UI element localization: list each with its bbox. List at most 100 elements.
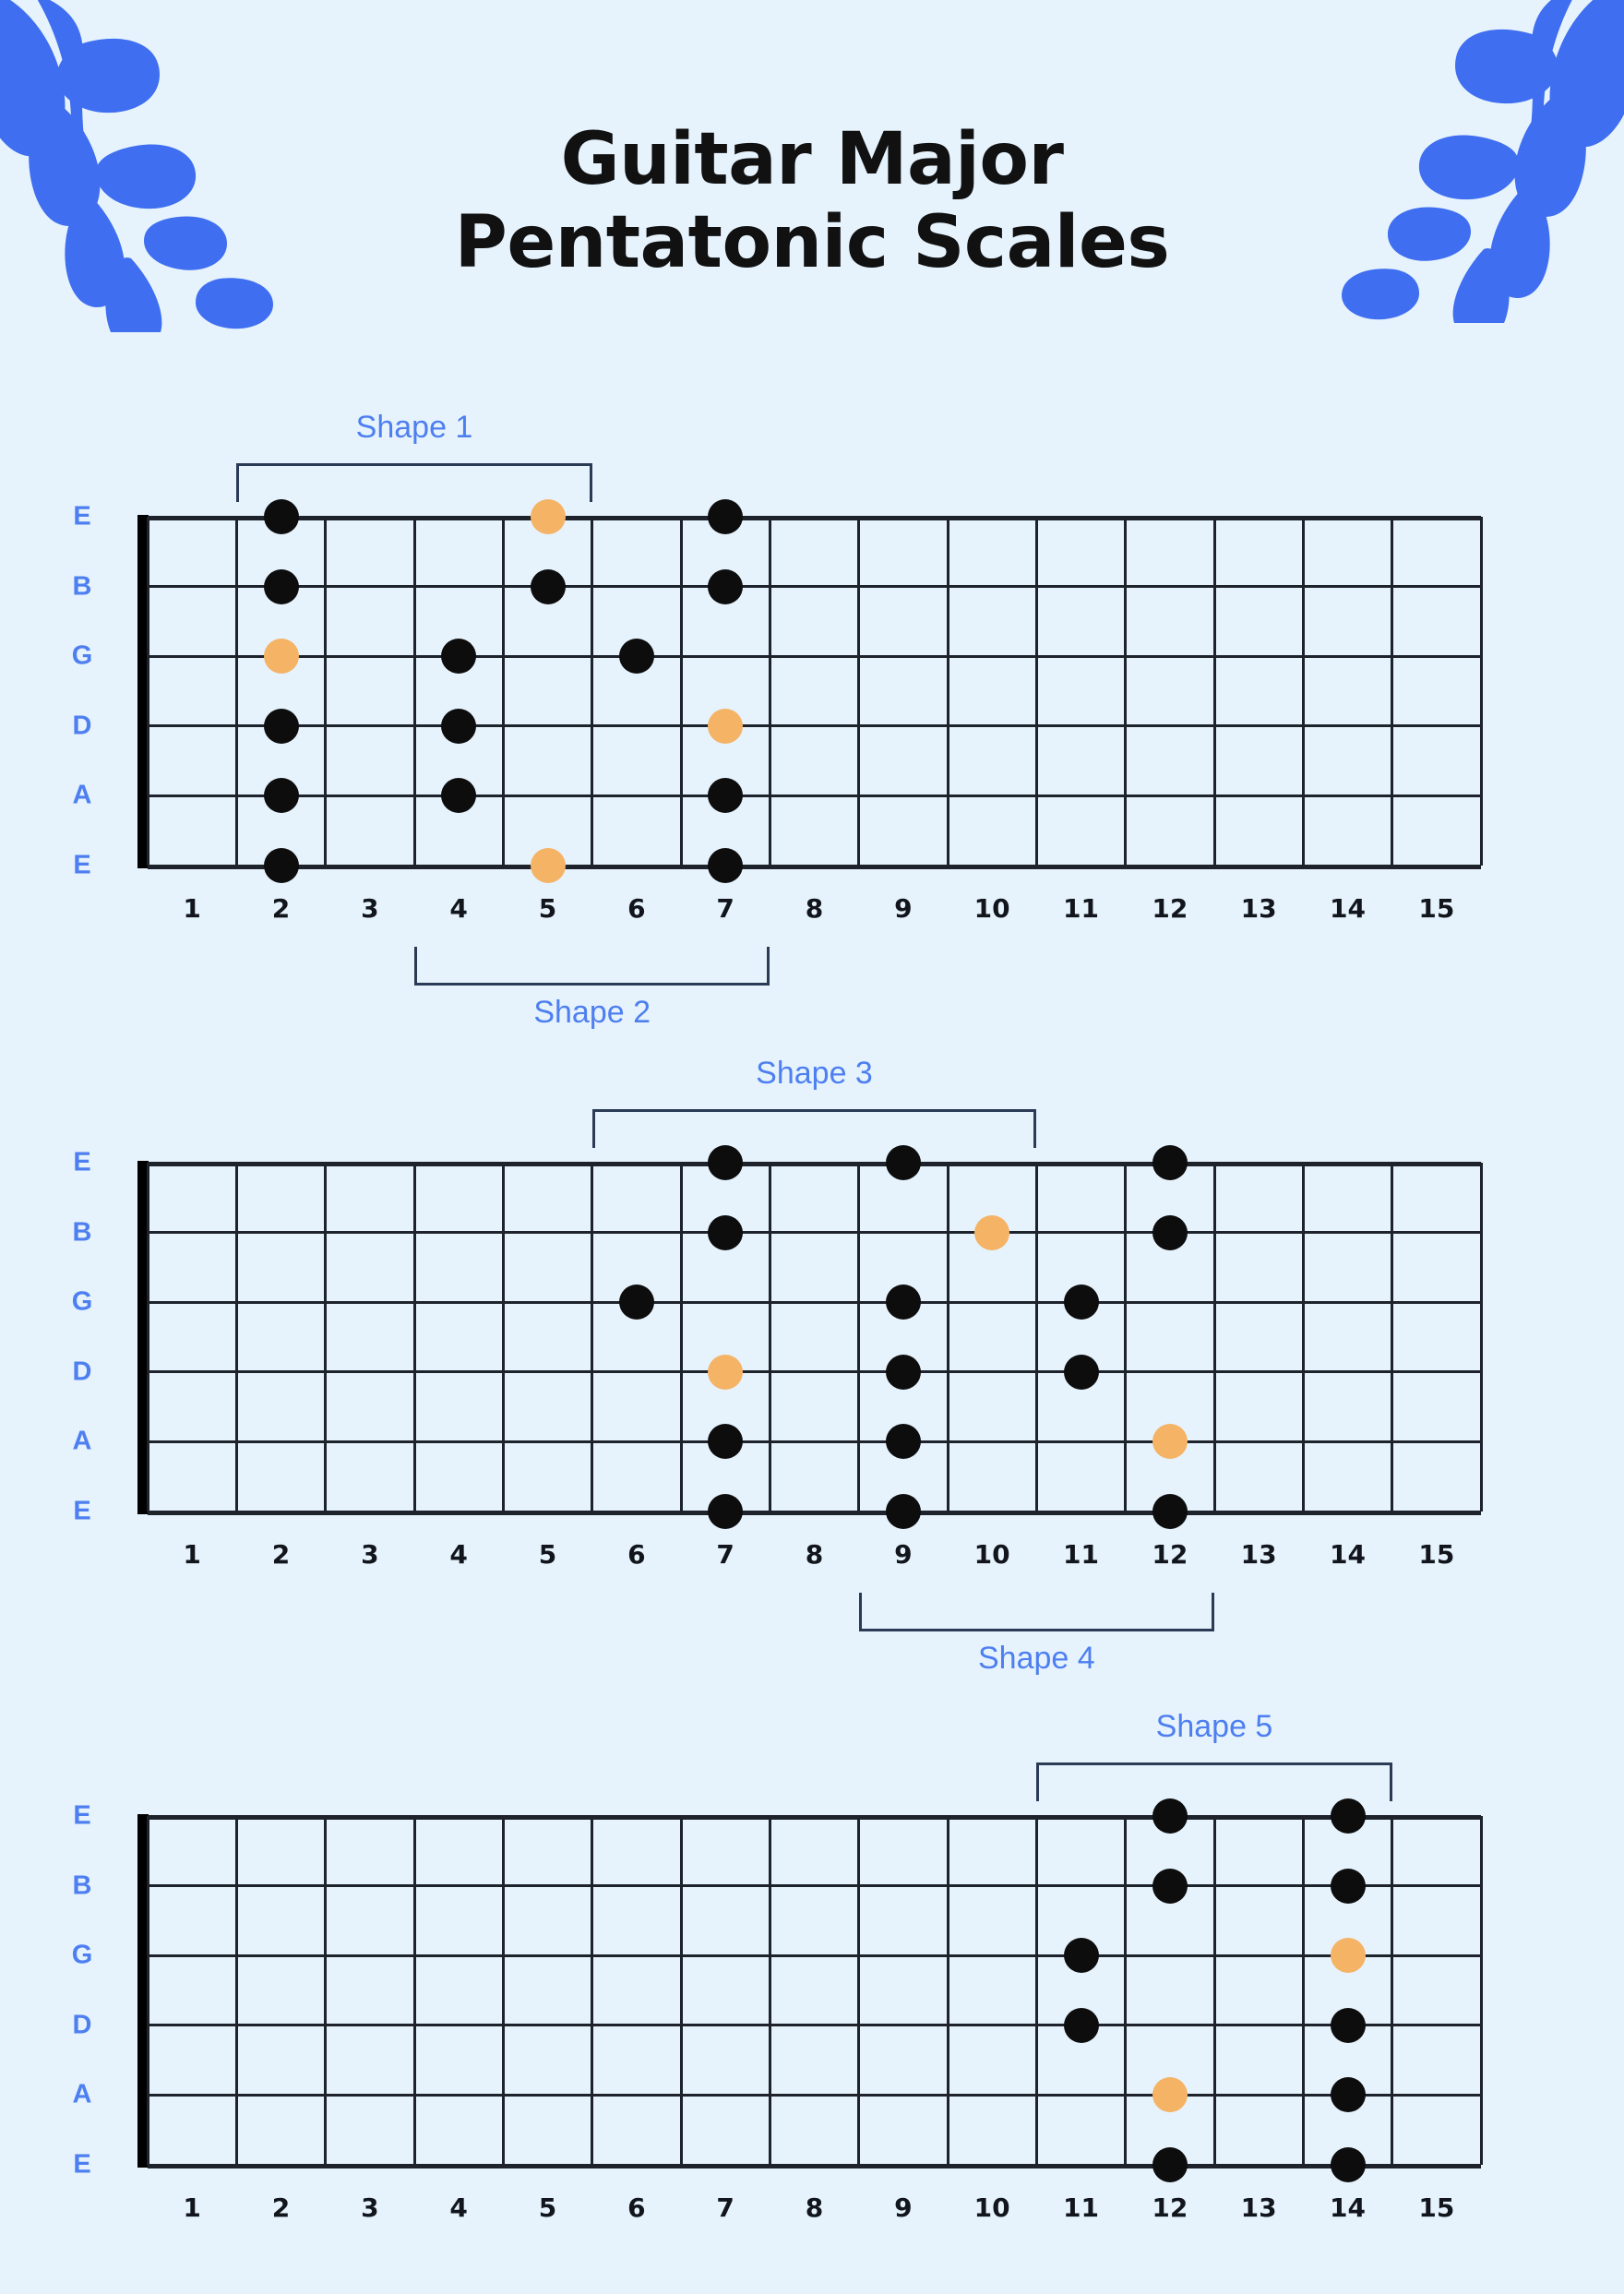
string-label-d-3: D bbox=[72, 1356, 92, 1387]
string-line-e-5 bbox=[148, 864, 1481, 869]
string-line-e-0 bbox=[148, 1814, 1481, 1820]
shape-label-shape-3: Shape 3 bbox=[756, 1056, 873, 1091]
page-title: Guitar Major Pentatonic Scales bbox=[0, 118, 1624, 285]
note-dot-scale-a4-fret2 bbox=[263, 778, 299, 814]
title-line-1: Guitar Major bbox=[560, 118, 1064, 201]
string-label-a-4: A bbox=[72, 780, 92, 810]
fret-line-11 bbox=[1124, 517, 1128, 866]
fret-number-9: 9 bbox=[894, 1539, 913, 1570]
note-dot-scale-a4-fret7 bbox=[708, 778, 744, 814]
string-label-e-0: E bbox=[73, 501, 91, 532]
fret-number-2: 2 bbox=[271, 1539, 291, 1570]
fret-line-5 bbox=[591, 1163, 594, 1511]
note-dot-root-e5-fret5 bbox=[530, 848, 566, 883]
fret-line-10 bbox=[1034, 1163, 1038, 1511]
fret-number-row-2: 1 2 3 4 5 6 7 8 9 10 11 12 13 14 15 bbox=[148, 1539, 1481, 1576]
fret-number-15: 15 bbox=[1418, 1539, 1455, 1570]
string-line-g-2 bbox=[148, 1953, 1481, 1957]
note-dot-scale-b1-fret14 bbox=[1330, 1868, 1366, 1904]
fret-number-8: 8 bbox=[805, 893, 824, 924]
fret-number-row-3: 1 2 3 4 5 6 7 8 9 10 11 12 13 14 15 bbox=[148, 2192, 1481, 2229]
note-dot-root-g2-fret2 bbox=[263, 639, 299, 675]
fret-line-1 bbox=[234, 517, 238, 866]
fret-line-13 bbox=[1301, 517, 1305, 866]
string-label-e-0: E bbox=[73, 1800, 91, 1831]
fret-number-13: 13 bbox=[1240, 2192, 1277, 2223]
note-dot-root-d3-fret7 bbox=[708, 1354, 744, 1390]
bracket-bar bbox=[236, 463, 592, 466]
note-dot-scale-e5-fret2 bbox=[263, 848, 299, 883]
fretboard-nut bbox=[137, 515, 149, 868]
fret-line-11 bbox=[1124, 1163, 1128, 1511]
shape-label-shape-4: Shape 4 bbox=[977, 1641, 1095, 1676]
fret-number-6: 6 bbox=[627, 1539, 646, 1570]
note-dot-scale-g2-fret11 bbox=[1063, 1938, 1099, 1974]
fret-number-6: 6 bbox=[627, 2192, 646, 2223]
note-dot-scale-a4-fret9 bbox=[885, 1424, 921, 1460]
note-dot-scale-e0-fret7 bbox=[708, 499, 744, 534]
fret-number-10: 10 bbox=[973, 1539, 1010, 1570]
note-dot-root-a4-fret12 bbox=[1152, 1424, 1188, 1460]
note-dot-scale-d3-fret11 bbox=[1063, 2007, 1099, 2043]
fret-line-15 bbox=[1479, 1163, 1483, 1511]
note-dot-scale-e0-fret14 bbox=[1330, 1798, 1366, 1834]
note-dot-scale-d3-fret4 bbox=[441, 708, 477, 744]
string-line-a-4 bbox=[148, 1440, 1481, 1443]
fret-line-13 bbox=[1301, 1816, 1305, 2165]
fret-number-4: 4 bbox=[449, 893, 468, 924]
string-line-e-5 bbox=[148, 1510, 1481, 1515]
fret-number-8: 8 bbox=[805, 2192, 824, 2223]
fret-number-7: 7 bbox=[716, 2192, 734, 2223]
note-dot-scale-g2-fret6 bbox=[618, 639, 654, 675]
fret-number-12: 12 bbox=[1152, 1539, 1188, 1570]
fret-line-4 bbox=[501, 1163, 505, 1511]
fret-number-1: 1 bbox=[183, 893, 201, 924]
fret-number-11: 11 bbox=[1063, 1539, 1099, 1570]
title-line-2: Pentatonic Scales bbox=[454, 201, 1170, 285]
shape-bracket-shape-2 bbox=[414, 947, 770, 986]
fret-number-1: 1 bbox=[183, 2192, 201, 2223]
fret-number-14: 14 bbox=[1330, 1539, 1366, 1570]
fret-line-14 bbox=[1391, 1816, 1394, 2165]
fret-line-15 bbox=[1479, 1816, 1483, 2165]
fret-number-14: 14 bbox=[1330, 2192, 1366, 2223]
fret-line-15 bbox=[1479, 517, 1483, 866]
fret-line-12 bbox=[1212, 517, 1216, 866]
bracket-leg-left bbox=[1036, 1762, 1040, 1801]
fret-line-0 bbox=[146, 1816, 149, 2165]
note-dot-scale-e0-fret2 bbox=[263, 499, 299, 534]
fret-line-2 bbox=[324, 1816, 328, 2165]
string-line-d-3 bbox=[148, 724, 1481, 728]
note-dot-scale-b1-fret7 bbox=[708, 1214, 744, 1250]
note-dot-root-d3-fret7 bbox=[708, 708, 744, 744]
note-dot-scale-d3-fret11 bbox=[1063, 1354, 1099, 1390]
note-dot-scale-e0-fret12 bbox=[1152, 1145, 1188, 1180]
fret-number-12: 12 bbox=[1152, 2192, 1188, 2223]
fret-number-8: 8 bbox=[805, 1539, 824, 1570]
fret-line-0 bbox=[146, 1163, 149, 1511]
fret-line-7 bbox=[768, 517, 771, 866]
shape-bracket-shape-3 bbox=[591, 1109, 1037, 1148]
fret-number-11: 11 bbox=[1063, 2192, 1099, 2223]
fret-number-4: 4 bbox=[449, 1539, 468, 1570]
fret-number-15: 15 bbox=[1418, 2192, 1455, 2223]
fret-number-3: 3 bbox=[361, 1539, 379, 1570]
fret-number-9: 9 bbox=[894, 893, 913, 924]
string-label-a-4: A bbox=[72, 1426, 92, 1456]
fret-line-3 bbox=[412, 1816, 416, 2165]
fret-line-2 bbox=[324, 517, 328, 866]
fret-number-5: 5 bbox=[538, 2192, 557, 2223]
fret-line-2 bbox=[324, 1163, 328, 1511]
note-dot-scale-g2-fret11 bbox=[1063, 1284, 1099, 1320]
bracket-leg-right bbox=[1211, 1593, 1214, 1631]
fret-line-8 bbox=[857, 1163, 861, 1511]
string-line-e-0 bbox=[148, 1161, 1481, 1166]
string-label-d-3: D bbox=[72, 711, 92, 741]
fret-number-3: 3 bbox=[361, 893, 379, 924]
note-dot-scale-b1-fret5 bbox=[530, 568, 566, 604]
string-label-e-5: E bbox=[73, 1496, 91, 1526]
note-dot-root-g2-fret14 bbox=[1330, 1938, 1366, 1974]
note-dot-scale-b1-fret12 bbox=[1152, 1868, 1188, 1904]
string-line-g-2 bbox=[148, 654, 1481, 658]
